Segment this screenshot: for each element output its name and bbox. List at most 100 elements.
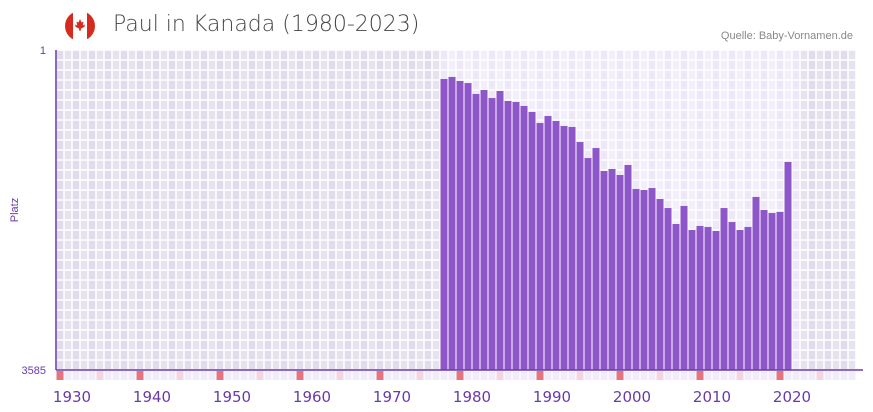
year-marker (304, 371, 312, 380)
year-marker (328, 371, 336, 380)
year-marker (312, 371, 320, 380)
year-marker (648, 371, 656, 380)
bar-2016 (728, 222, 736, 370)
y-axis-label: Platz (9, 198, 21, 222)
year-marker (800, 371, 808, 380)
year-marker (472, 371, 480, 380)
y-tick-label: 1 (40, 45, 46, 57)
year-marker (640, 371, 648, 380)
year-marker (272, 371, 280, 380)
year-marker (504, 371, 512, 380)
year-marker (632, 371, 640, 380)
year-marker (88, 371, 96, 380)
bar-1996 (568, 126, 576, 370)
year-marker (512, 371, 520, 380)
year-marker (200, 371, 208, 380)
year-marker (288, 371, 296, 380)
bar-2015 (720, 208, 728, 370)
year-marker (720, 371, 728, 380)
bar-2004 (632, 189, 640, 370)
x-tick-label: 1960 (293, 388, 331, 406)
bar-1986 (488, 98, 496, 371)
year-marker (712, 371, 720, 380)
bar-2007 (656, 199, 664, 370)
year-marker (416, 371, 424, 380)
year-marker (256, 371, 264, 380)
year-marker (792, 371, 800, 380)
year-marker (136, 371, 144, 380)
year-marker (432, 371, 440, 380)
bar-1984 (472, 94, 480, 371)
bar-1987 (496, 90, 504, 370)
bar-2021 (768, 213, 776, 370)
year-marker (128, 371, 136, 380)
bar-2012 (696, 225, 704, 370)
year-marker (520, 371, 528, 380)
year-marker (664, 371, 672, 380)
year-marker (280, 371, 288, 380)
year-marker (104, 371, 112, 380)
x-tick-label: 1990 (533, 388, 571, 406)
bar-2008 (664, 208, 672, 370)
year-marker (80, 371, 88, 380)
x-tick-label: 2010 (693, 388, 731, 406)
year-marker (584, 371, 592, 380)
year-marker (72, 371, 80, 380)
year-marker (568, 371, 576, 380)
year-marker (768, 371, 776, 380)
canada-flag-icon (65, 11, 95, 41)
bar-2011 (688, 230, 696, 370)
x-tick-label: 1970 (373, 388, 411, 406)
bar-1982 (456, 80, 464, 370)
x-tick-label: 1930 (53, 388, 91, 406)
year-marker (592, 371, 600, 380)
bar-2010 (680, 205, 688, 370)
bar-1981 (448, 76, 456, 370)
year-marker (624, 371, 632, 380)
year-marker (656, 371, 664, 380)
bar-2018 (744, 226, 752, 370)
x-tick-label: 1950 (213, 388, 251, 406)
year-marker (360, 371, 368, 380)
bar-1997 (576, 141, 584, 370)
bar-2013 (704, 226, 712, 370)
x-tick-label: 2020 (773, 388, 811, 406)
year-marker (232, 371, 240, 380)
year-marker (808, 371, 816, 380)
year-marker (184, 371, 192, 380)
year-marker (208, 371, 216, 380)
year-marker (560, 371, 568, 380)
bar-1990 (520, 105, 528, 370)
year-marker (816, 371, 824, 380)
bar-1980 (440, 79, 448, 371)
year-marker (400, 371, 408, 380)
year-marker (64, 371, 72, 380)
year-marker (112, 371, 120, 380)
year-marker (784, 371, 792, 380)
source-label: Quelle: Baby-Vornamen.de (720, 30, 853, 42)
year-marker (704, 371, 712, 380)
year-marker (736, 371, 744, 380)
year-marker (144, 371, 152, 380)
year-marker (152, 371, 160, 380)
x-tick-label: 1940 (133, 388, 171, 406)
year-marker (240, 371, 248, 380)
year-marker (824, 371, 832, 380)
bar-1994 (552, 120, 560, 370)
year-marker (168, 371, 176, 380)
year-marker (192, 371, 200, 380)
year-marker (352, 371, 360, 380)
year-marker (464, 371, 472, 380)
year-marker (752, 371, 760, 380)
year-marker (320, 371, 328, 380)
year-marker (56, 371, 64, 380)
year-marker (336, 371, 344, 380)
year-marker (248, 371, 256, 380)
year-marker (776, 371, 784, 380)
year-marker (480, 371, 488, 380)
year-marker (728, 371, 736, 380)
bar-2023 (784, 161, 792, 370)
bar-1999 (592, 148, 600, 370)
bar-2009 (672, 224, 680, 370)
